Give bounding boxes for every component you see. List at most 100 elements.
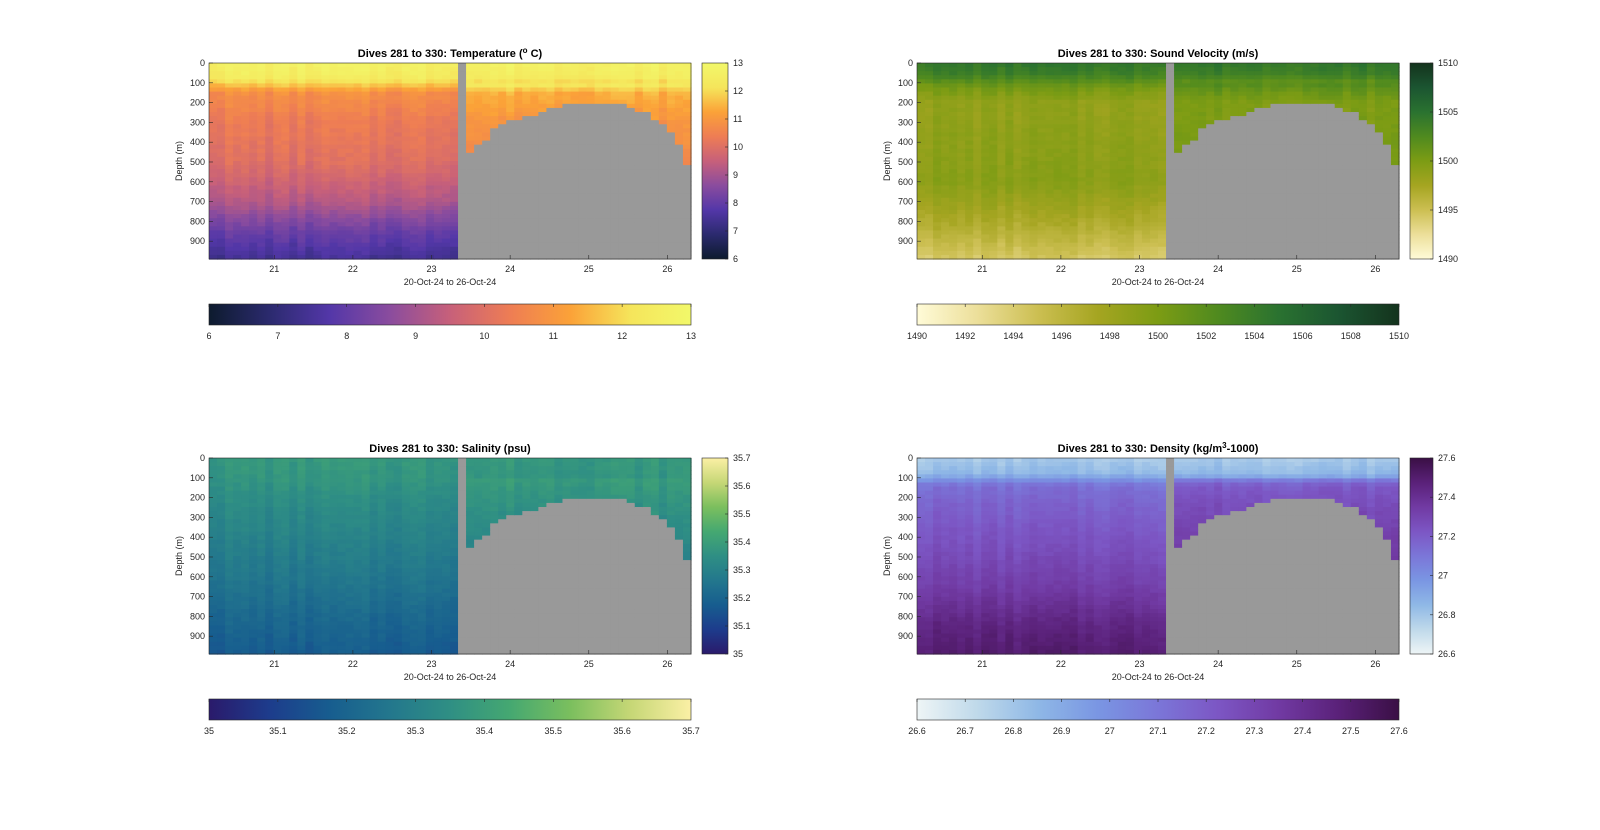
heatmap-cell <box>433 161 443 166</box>
heatmap-cell <box>1230 140 1239 146</box>
heatmap-cell <box>257 63 266 68</box>
heatmap-cell <box>265 75 274 80</box>
heatmap-cell <box>337 144 347 150</box>
heatmap-cell <box>401 226 411 232</box>
heatmap-cell <box>989 230 998 236</box>
heatmap-cell <box>1061 161 1071 166</box>
heatmap-cell <box>393 165 403 170</box>
heatmap-cell <box>1093 83 1103 89</box>
heatmap-cell <box>393 181 403 187</box>
heatmap-cell <box>249 124 258 129</box>
heatmap-cell <box>1045 79 1055 85</box>
heatmap-cell <box>1222 71 1231 76</box>
heatmap-cell <box>514 112 523 117</box>
heatmap-cell <box>377 218 387 223</box>
heatmap-cell <box>361 242 371 248</box>
heatmap-cell <box>1166 169 1175 174</box>
heatmap-cell <box>353 214 363 219</box>
heatmap-cell <box>498 238 507 244</box>
heatmap-cell <box>433 201 443 207</box>
heatmap-cell <box>570 67 580 72</box>
heatmap-cell <box>498 173 507 178</box>
heatmap-cell <box>498 181 507 187</box>
heatmap-cell <box>1198 156 1207 162</box>
heatmap-cell <box>1045 156 1055 162</box>
heatmap-cell <box>369 161 379 166</box>
heatmap-cell <box>538 165 547 170</box>
heatmap-cell <box>965 230 974 236</box>
heatmap-cell <box>305 71 315 76</box>
heatmap-cell <box>981 250 990 256</box>
heatmap-cell <box>385 173 395 178</box>
heatmap-cell <box>1230 99 1239 105</box>
heatmap-cell <box>458 132 467 138</box>
heatmap-cell <box>361 161 371 166</box>
heatmap-cell <box>297 169 306 174</box>
heatmap-cell <box>209 107 218 113</box>
heatmap-cell <box>490 107 499 113</box>
heatmap-cell <box>321 156 331 162</box>
heatmap-cell <box>1190 189 1199 195</box>
heatmap-cell <box>329 181 339 187</box>
heatmap-cell <box>1254 169 1264 174</box>
heatmap-cell <box>997 254 1006 260</box>
heatmap-cell <box>658 144 668 150</box>
heatmap-cell <box>1230 144 1239 150</box>
heatmap-cell <box>265 140 274 146</box>
heatmap-cell <box>1246 214 1255 219</box>
heatmap-cell <box>538 144 547 150</box>
heatmap-cell <box>313 95 323 101</box>
heatmap-cell <box>1077 71 1087 76</box>
heatmap-cell <box>917 87 926 93</box>
heatmap-cell <box>594 254 604 260</box>
heatmap-cell <box>1093 71 1103 76</box>
heatmap-cell <box>1045 124 1055 129</box>
heatmap-cell <box>1037 132 1047 138</box>
heatmap-cell <box>530 234 539 240</box>
heatmap-cell <box>981 67 990 72</box>
heatmap-cell <box>241 148 250 154</box>
heatmap-cell <box>361 234 371 240</box>
heatmap-cell <box>490 112 499 117</box>
heatmap-cell <box>1254 83 1264 89</box>
heatmap-cell <box>1174 242 1183 248</box>
heatmap-cell <box>570 152 580 158</box>
heatmap-cell <box>933 201 942 207</box>
heatmap-cell <box>1133 214 1143 219</box>
heatmap-cell <box>1141 161 1151 166</box>
heatmap-cell <box>353 201 363 207</box>
heatmap-cell <box>1149 140 1159 146</box>
heatmap-cell <box>417 95 427 101</box>
heatmap-cell <box>1206 107 1215 113</box>
heatmap-cell <box>562 222 572 227</box>
heatmap-cell <box>1230 152 1239 158</box>
heatmap-cell <box>1214 124 1223 129</box>
heatmap-cell <box>1149 152 1159 158</box>
heatmap-cell <box>1117 181 1127 187</box>
heatmap-cell <box>329 226 339 232</box>
heatmap-cell <box>1125 234 1135 240</box>
heatmap-cell <box>634 226 644 232</box>
heatmap-cell <box>1206 173 1215 178</box>
heatmap-cell <box>369 210 379 215</box>
heatmap-cell <box>1061 148 1071 154</box>
heatmap-cell <box>1021 189 1031 195</box>
heatmap-cell <box>393 161 403 166</box>
heatmap-cell <box>981 165 990 170</box>
heatmap-cell <box>610 230 620 236</box>
heatmap-cell <box>1174 226 1183 232</box>
heatmap-cell <box>225 222 234 227</box>
heatmap-cell <box>1069 95 1079 101</box>
heatmap-cell <box>570 205 580 211</box>
heatmap-cell <box>433 177 443 183</box>
heatmap-cell <box>1077 120 1087 125</box>
heatmap-cell <box>562 95 572 101</box>
heatmap-cell <box>361 165 371 170</box>
heatmap-cell <box>1222 87 1231 93</box>
heatmap-cell <box>658 148 668 154</box>
heatmap-cell <box>1149 63 1159 68</box>
heatmap-cell <box>209 169 218 174</box>
heatmap-cell <box>546 214 556 219</box>
heatmap-cell <box>345 83 355 89</box>
heatmap-cell <box>1238 107 1247 113</box>
